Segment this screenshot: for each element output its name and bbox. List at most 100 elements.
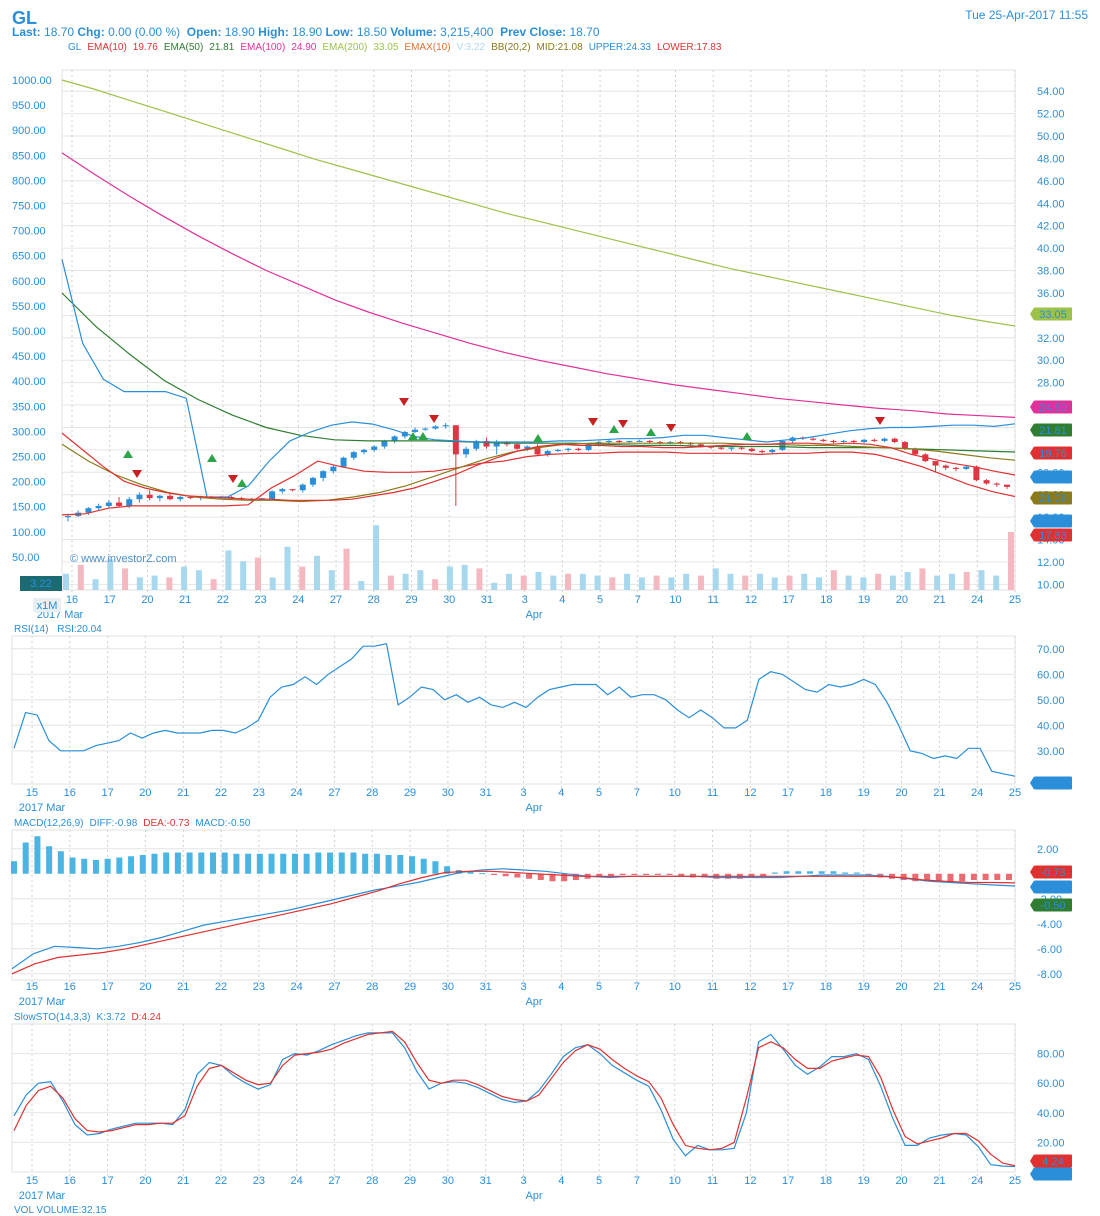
volume-bar bbox=[92, 579, 99, 590]
macd-hist-bar bbox=[151, 853, 158, 874]
last-label: Last: bbox=[12, 25, 41, 39]
main-y-tick-left: 1000.00 bbox=[12, 75, 52, 87]
candle-body bbox=[269, 491, 276, 500]
candle-body bbox=[881, 438, 888, 441]
macd-hist-bar bbox=[256, 853, 263, 874]
rsi-x-tick: 16 bbox=[64, 787, 76, 799]
candle-body bbox=[320, 471, 327, 478]
macd-hist-bar bbox=[280, 853, 287, 874]
sell-signal-icon bbox=[666, 424, 676, 432]
high-value: 18.90 bbox=[292, 25, 323, 39]
badge-last-arrow bbox=[1030, 470, 1034, 484]
volume-bar bbox=[638, 577, 645, 590]
candle-body bbox=[432, 426, 439, 429]
main-y-tick-left: 950.00 bbox=[12, 100, 46, 112]
badge-ema100-arrow bbox=[1030, 400, 1034, 414]
buy-signal-icon bbox=[408, 432, 418, 440]
sto-x-tick: 29 bbox=[404, 1175, 416, 1187]
main-y-tick-left: 200.00 bbox=[12, 477, 46, 489]
main-y-tick-left: 250.00 bbox=[12, 452, 46, 464]
macd-hist-bar bbox=[385, 855, 392, 874]
badge-ema200-bg bbox=[1034, 307, 1072, 321]
main-y-tick-left: 600.00 bbox=[12, 276, 46, 288]
bb-upper-line bbox=[61, 259, 1016, 498]
candle-body bbox=[932, 461, 939, 466]
badge-ema10-arrow bbox=[1030, 446, 1034, 460]
sto-k-line bbox=[13, 1032, 1016, 1168]
prev-close-label: Prev Close: bbox=[500, 25, 567, 39]
candle-body bbox=[187, 496, 194, 499]
badge-dea-arrow bbox=[1030, 865, 1034, 879]
rsi-y-tick: 70.00 bbox=[1037, 644, 1065, 656]
rsi-x-tick: 18 bbox=[820, 787, 832, 799]
macd-hist-bar bbox=[935, 873, 942, 882]
main-y-tick-right: 44.00 bbox=[1037, 198, 1065, 210]
main-y-tick-right: 54.00 bbox=[1037, 86, 1065, 98]
volume-bar bbox=[875, 573, 882, 590]
candle-body bbox=[891, 438, 898, 443]
rsi-x-tick: 31 bbox=[480, 787, 492, 799]
prev-close-value: 18.70 bbox=[569, 25, 600, 39]
badge-rsi: 20.04 bbox=[1039, 778, 1067, 790]
macd-x-tick: 3 bbox=[520, 981, 526, 993]
badge-ema50-arrow bbox=[1030, 423, 1034, 437]
badge-ema50-bg bbox=[1034, 423, 1072, 437]
candle-body bbox=[973, 466, 980, 481]
volume-bar bbox=[993, 575, 1000, 590]
candle-body bbox=[779, 440, 786, 450]
main-legend-item: MID:21.08 bbox=[536, 42, 583, 53]
macd-x-tick: 10 bbox=[669, 981, 681, 993]
sell-signal-icon bbox=[228, 475, 238, 483]
sell-signal-icon bbox=[132, 470, 142, 478]
candle-body bbox=[554, 449, 561, 452]
macd-x-tick: 30 bbox=[442, 981, 454, 993]
macd-hist-bar bbox=[479, 873, 486, 875]
macd-hist-bar bbox=[561, 873, 568, 882]
macd-hist-bar bbox=[619, 873, 626, 875]
main-y-tick-right: 46.00 bbox=[1037, 176, 1065, 188]
sto-x-tick: 22 bbox=[215, 1175, 227, 1187]
volume-bar bbox=[240, 561, 247, 590]
candle-body bbox=[401, 431, 408, 437]
macd-hist-bar bbox=[912, 873, 919, 882]
volume-bar bbox=[697, 575, 704, 590]
rsi-x-tick: 19 bbox=[858, 787, 870, 799]
macd-hist-bar bbox=[526, 873, 533, 879]
high-label: High: bbox=[258, 25, 289, 39]
badge-sto-d-bg bbox=[1034, 1154, 1072, 1168]
macd-hist-bar bbox=[69, 857, 76, 874]
main-month-apr: Apr bbox=[525, 609, 542, 621]
macd-x-tick: 31 bbox=[480, 981, 492, 993]
macd-x-tick: 24 bbox=[971, 981, 983, 993]
volume-bar bbox=[934, 575, 941, 590]
macd-hist-bar bbox=[795, 871, 802, 874]
badge-rsi-arrow bbox=[1030, 776, 1034, 790]
macd-x-tick: 5 bbox=[596, 981, 602, 993]
macd-legend-item: DEA:-0.73 bbox=[143, 818, 190, 829]
macd-hist-bar bbox=[947, 873, 954, 882]
main-y-tick-left: 800.00 bbox=[12, 175, 46, 187]
volume-bar bbox=[195, 570, 202, 590]
candle-body bbox=[299, 484, 306, 491]
sto-month-apr: Apr bbox=[525, 1190, 542, 1202]
candle-body bbox=[422, 428, 429, 430]
macd-y-tick: 2.00 bbox=[1037, 844, 1058, 856]
badge-upper: 24.33 bbox=[1039, 516, 1067, 528]
badge-sto-d: 4.24 bbox=[1042, 1156, 1063, 1168]
candle-body bbox=[830, 440, 837, 443]
volume-bar bbox=[624, 573, 631, 590]
candle-body bbox=[952, 467, 959, 469]
main-y-tick-left: 850.00 bbox=[12, 150, 46, 162]
volume-bar bbox=[417, 570, 424, 590]
macd-legend-item: MACD(12,26,9) bbox=[14, 818, 84, 829]
quote-bar: Last: 18.70 Chg: 0.00 (0.00 %) Open: 18.… bbox=[12, 25, 600, 39]
macd-hist-bar bbox=[104, 858, 111, 874]
sto-month-mar: 2017 Mar bbox=[19, 1190, 66, 1202]
candle-body bbox=[871, 439, 878, 441]
candle-body bbox=[963, 466, 970, 469]
volume-bar bbox=[727, 573, 734, 590]
main-x-tick: 20 bbox=[896, 594, 908, 606]
macd-hist-bar bbox=[268, 853, 275, 874]
sto-x-tick: 20 bbox=[139, 1175, 151, 1187]
